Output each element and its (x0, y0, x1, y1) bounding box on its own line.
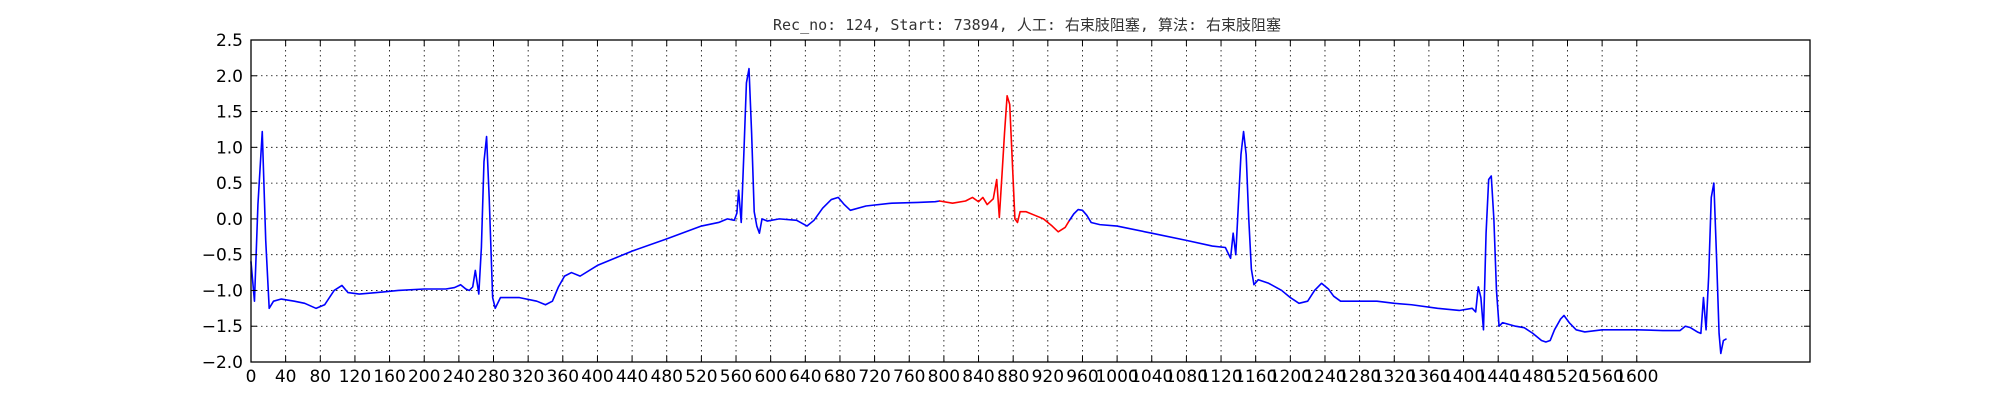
x-tick-label: 1280 (1338, 367, 1381, 387)
x-tick-label: 400 (581, 367, 613, 387)
x-tick-label: 1600 (1615, 367, 1658, 387)
ecg-segment-line (250, 67, 941, 310)
x-tick-label: 1320 (1373, 367, 1416, 387)
x-tick-label: 40 (275, 367, 297, 387)
x-tick-label: 1000 (1095, 367, 1138, 387)
x-tick-label: 1400 (1442, 367, 1485, 387)
x-tick-label: 320 (512, 367, 544, 387)
x-tick-label: 280 (477, 367, 509, 387)
x-tick-label: 920 (1032, 367, 1064, 387)
x-tick-label: 800 (928, 367, 960, 387)
plot-frame (250, 39, 1811, 363)
x-tick-label: 440 (616, 367, 648, 387)
x-tick-label: 360 (547, 367, 579, 387)
x-tick-label: 840 (962, 367, 994, 387)
x-tick-label: 0 (246, 367, 257, 387)
x-tick-label: 480 (651, 367, 683, 387)
y-tick-label: 0.5 (216, 174, 243, 194)
grid (250, 39, 1810, 363)
x-tick-label: 1160 (1234, 367, 1277, 387)
x-tick-label: 1560 (1581, 367, 1624, 387)
x-tick-label: 120 (339, 367, 371, 387)
y-tick-label: −1.0 (202, 281, 243, 301)
series-layer (250, 67, 1727, 355)
y-tick-label: −2.0 (202, 353, 243, 373)
x-tick-label: 1040 (1130, 367, 1173, 387)
x-tick-label: 960 (1066, 367, 1098, 387)
x-tick-label: 560 (720, 367, 752, 387)
x-tick-label: 1080 (1165, 367, 1208, 387)
x-tick-label: 520 (685, 367, 717, 387)
x-tick-label: 720 (858, 367, 890, 387)
highlight-segment-line (938, 95, 1071, 233)
x-tick-label: 640 (789, 367, 821, 387)
x-tick-label: 200 (408, 367, 440, 387)
y-tick-label: 1.0 (216, 138, 243, 158)
x-tick-label: 160 (373, 367, 405, 387)
x-tick-label: 600 (754, 367, 786, 387)
y-tick-label: 1.5 (216, 103, 243, 123)
y-tick-label: −0.5 (202, 246, 243, 266)
x-tick-label: 240 (443, 367, 475, 387)
y-axis: −2.0 −1.5 −1.0 −0.5 0.0 0.5 1.0 1.5 2.0 2.5 (202, 31, 1810, 373)
x-tick-label: 1120 (1199, 367, 1242, 387)
x-tick-label: 680 (824, 367, 856, 387)
x-tick-label: 1520 (1546, 367, 1589, 387)
x-tick-label: 80 (309, 367, 331, 387)
x-axis: 0 40 80 120 160 200 240 280 320 360 400 440 480 520 56… (246, 40, 1658, 387)
y-tick-label: −1.5 (202, 317, 243, 337)
y-tick-label: 2.0 (216, 67, 243, 87)
x-tick-label: 760 (893, 367, 925, 387)
x-tick-label: 1200 (1269, 367, 1312, 387)
chart-title: Rec_no: 124, Start: 73894, 人工: 右束肢阻塞, 算法… (773, 16, 1281, 34)
x-tick-label: 1480 (1511, 367, 1554, 387)
x-tick-label: 1240 (1303, 367, 1346, 387)
ecg-segment-line (1068, 130, 1727, 355)
x-tick-label: 880 (997, 367, 1029, 387)
y-tick-label: 0.0 (216, 210, 243, 230)
x-tick-label: 1360 (1407, 367, 1450, 387)
x-tick-label: 1440 (1477, 367, 1520, 387)
y-tick-label: 2.5 (216, 31, 243, 51)
